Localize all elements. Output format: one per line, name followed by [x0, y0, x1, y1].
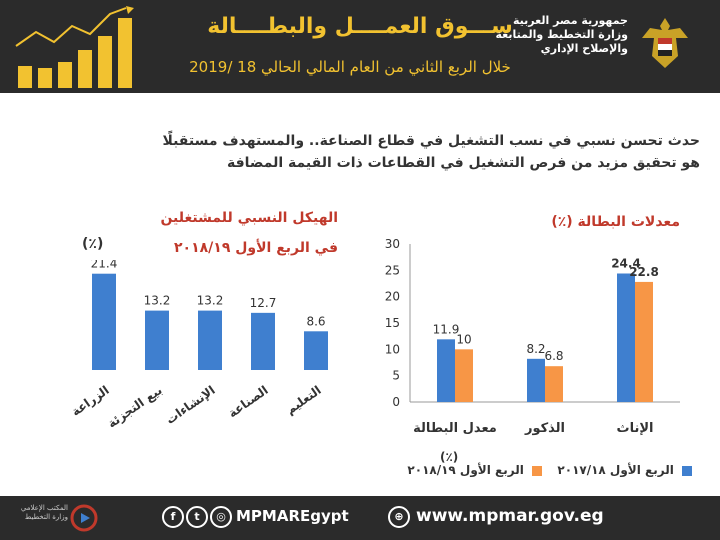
unemployment-category-label: معدل البطالة [413, 421, 497, 436]
logo-line: المكتب الإعلامي [20, 504, 68, 512]
rising-bars-icon [15, 6, 134, 88]
employment-chart-unit: (٪) [82, 236, 104, 252]
legend-swatch-blue [682, 465, 692, 476]
unemployment-bar [455, 349, 473, 402]
y-tick-label: 5 [392, 369, 400, 383]
eagle-emblem-icon [642, 18, 688, 68]
unemployment-bar [617, 273, 635, 402]
legend-label: الربع الأول ٢٠١٧/١٨ [557, 463, 674, 477]
employment-category-label: الصناعة [226, 383, 271, 420]
y-tick-label: 15 [385, 316, 400, 330]
legend-label: الربع الأول ٢٠١٨/١٩ [407, 463, 524, 477]
footer-bar: المكتب الإعلامي وزارة التخطيط f t ◎ MPMA… [0, 496, 720, 540]
legend-swatch-orange [532, 465, 542, 476]
facebook-icon[interactable]: f [162, 506, 184, 528]
employment-category-label: بيع التجزئة [105, 383, 165, 431]
y-tick-label: 0 [392, 395, 400, 409]
unemployment-bar [527, 358, 545, 402]
employment-value-label: 21.4 [91, 260, 118, 271]
employment-value-label: 12.7 [250, 296, 277, 310]
y-tick-label: 20 [385, 290, 400, 304]
unemployment-value-label: 6.8 [544, 349, 563, 363]
y-tick-label: 10 [385, 342, 400, 356]
legend-item-q1-2017: الربع الأول ٢٠١٧/١٨ [557, 463, 692, 477]
org-line: وزارة التخطيط والمتابعة [495, 28, 628, 41]
website-link[interactable]: www.mpmar.gov.eg [416, 506, 604, 526]
org-line: جمهورية مصر العربية [513, 14, 628, 27]
unemployment-value-label: 22.8 [629, 265, 659, 279]
y-tick-label: 30 [385, 237, 400, 251]
unemployment-value-label: 8.2 [526, 342, 545, 356]
intro-text: حدث تحسن نسبي في نسب التشغيل في قطاع الص… [40, 130, 700, 174]
unemployment-category-label: الإناث [617, 421, 654, 436]
unemployment-bar [437, 339, 455, 402]
page-title: ســـوق العمــــل والبطــــالة [207, 14, 513, 39]
employment-category-label: الإنشاءات [163, 383, 217, 427]
employment-bar [304, 331, 328, 370]
unemployment-bar [635, 281, 653, 402]
unemployment-value-label: 11.9 [433, 322, 460, 336]
employment-structure-chart: 21.4 الزراعة 13.2 بيع التجزئة 13.2 الإنشاءات 1… [70, 260, 328, 431]
unemployment-value-label: 24.4 [611, 256, 641, 270]
intro-line: هو تحقيق مزيد من فرص التشغيل في القطاعات… [227, 155, 700, 171]
unemployment-unit: (٪) [440, 450, 459, 464]
employment-value-label: 13.2 [197, 294, 224, 308]
globe-icon: ⊕ [388, 506, 410, 528]
header-bar: ســـوق العمــــل والبطــــالة خلال الربع… [0, 0, 720, 93]
legend-item-q1-2018: الربع الأول ٢٠١٨/١٩ [407, 463, 542, 477]
employment-value-label: 8.6 [306, 314, 325, 328]
y-tick-label: 25 [385, 263, 400, 277]
twitter-icon[interactable]: t [186, 506, 208, 528]
employment-value-label: 13.2 [144, 294, 171, 308]
page-subtitle: خلال الربع الثاني من العام المالي الحالي… [189, 58, 511, 76]
intro-line: حدث تحسن نسبي في نسب التشغيل في قطاع الص… [162, 133, 700, 149]
employment-bar [92, 273, 116, 370]
employment-chart-subtitle: في الربع الأول ٢٠١٨/١٩ [173, 240, 338, 256]
employment-category-label: الزراعة [70, 383, 112, 419]
employment-chart-title: الهيكل النسبي للمشتغلين [160, 210, 338, 226]
org-line: والإصلاح الإداري [540, 42, 628, 55]
media-office-icon [70, 504, 98, 532]
unemployment-category-label: الذكور [524, 421, 565, 436]
instagram-icon[interactable]: ◎ [210, 506, 232, 528]
employment-bar [251, 312, 275, 370]
logo-line: وزارة التخطيط [24, 513, 68, 521]
unemployment-rates-chart: 0 5 10 15 20 25 30 24.422.8 الإناث 8.26.8 الذكور 11… [385, 237, 680, 436]
social-handle[interactable]: MPMAREgypt [236, 507, 349, 525]
unemployment-value-label: 10 [456, 332, 471, 346]
media-office-logo: المكتب الإعلامي وزارة التخطيط [6, 504, 68, 522]
ministry-name: جمهورية مصر العربية وزارة التخطيط والمتا… [478, 14, 628, 56]
employment-bar [145, 310, 169, 370]
employment-bar [198, 310, 222, 370]
unemployment-chart-title: معدلات البطالة (٪) [551, 214, 680, 230]
employment-category-label: التعليم [283, 383, 323, 417]
unemployment-bar [545, 366, 563, 402]
